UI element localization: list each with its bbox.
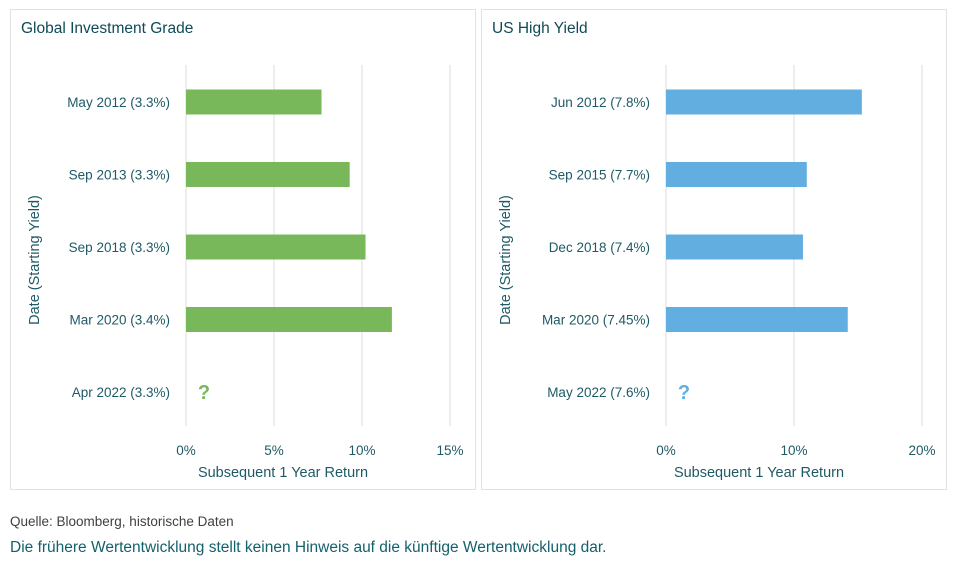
bar	[186, 234, 366, 260]
x-axis-title: Subsequent 1 Year Return	[198, 465, 368, 481]
bar	[666, 234, 803, 260]
category-label: May 2012 (3.3%)	[67, 95, 170, 110]
category-label: Mar 2020 (3.4%)	[69, 313, 170, 328]
x-tick-label: 20%	[908, 443, 935, 458]
category-label: Mar 2020 (7.45%)	[542, 313, 650, 328]
category-label: May 2022 (7.6%)	[547, 385, 650, 400]
y-axis-title: Date (Starting Yield)	[498, 195, 514, 325]
bar	[666, 162, 807, 187]
bar-chart: 0% 5% 10% 15% May 2012 (3.3%) Sep 2013 (3.3%)…	[27, 65, 464, 481]
x-tick-label: 10%	[348, 443, 375, 458]
x-tick-label: 15%	[436, 443, 463, 458]
bar	[666, 307, 848, 332]
category-label: Sep 2013 (3.3%)	[69, 168, 170, 183]
x-tick-label: 10%	[780, 443, 807, 458]
chart-panel-global-investment-grade: Global Investment Grade 0% 5% 10% 15% May 20…	[10, 9, 476, 490]
chart-panel-us-high-yield: US High Yield 0% 10% 20% Jun 2012 (7.8%) Sep…	[481, 9, 947, 490]
source-note: Quelle: Bloomberg, historische Daten	[10, 514, 234, 529]
category-label: Dec 2018 (7.4%)	[549, 240, 650, 255]
x-tick-label: 0%	[176, 443, 196, 458]
disclaimer: Die frühere Wertentwicklung stellt keine…	[10, 539, 607, 556]
y-axis-title: Date (Starting Yield)	[27, 195, 43, 325]
chart-title: Global Investment Grade	[21, 20, 194, 37]
x-tick-label: 5%	[264, 443, 284, 458]
bar	[186, 89, 322, 115]
bar-chart: 0% 10% 20% Jun 2012 (7.8%) Sep 2015 (7.7%) De…	[498, 65, 936, 481]
category-label: Sep 2018 (3.3%)	[69, 240, 170, 255]
x-tick-label: 0%	[656, 443, 676, 458]
unknown-value-marker: ?	[198, 382, 210, 404]
chart-title: US High Yield	[492, 20, 588, 37]
category-label: Sep 2015 (7.7%)	[549, 168, 650, 183]
category-label: Jun 2012 (7.8%)	[551, 95, 650, 110]
unknown-value-marker: ?	[678, 382, 690, 404]
x-axis-title: Subsequent 1 Year Return	[674, 465, 844, 481]
bar	[186, 307, 392, 332]
bar	[186, 162, 350, 187]
bar	[666, 89, 862, 115]
category-label: Apr 2022 (3.3%)	[72, 385, 170, 400]
